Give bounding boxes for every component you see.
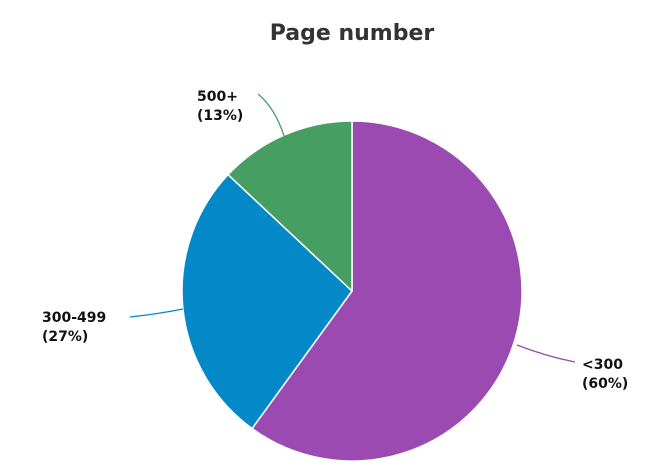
slice-labels: <300 (60%) 300-499 (27%) 500+ (13%) bbox=[42, 89, 628, 392]
pie-slice-1 bbox=[181, 173, 353, 430]
leader-line-2 bbox=[257, 93, 285, 137]
pie-slices bbox=[181, 120, 523, 462]
slice-label-percent: (13%) bbox=[197, 108, 243, 124]
slice-label-2: 500+ (13%) bbox=[197, 89, 243, 124]
chart-title: Page number bbox=[270, 21, 435, 46]
slice-label-percent: (27%) bbox=[42, 329, 88, 345]
slice-label-percent: (60%) bbox=[582, 376, 628, 392]
leader-lines bbox=[129, 93, 576, 363]
slice-label-1: 300-499 (27%) bbox=[42, 310, 106, 345]
pie-slice-0 bbox=[251, 120, 523, 462]
slice-label-0: <300 (60%) bbox=[582, 357, 628, 392]
leader-line-1 bbox=[129, 308, 184, 318]
slice-label-category: 500+ bbox=[197, 89, 238, 105]
leader-line-0 bbox=[516, 344, 576, 363]
slice-label-category: 300-499 bbox=[42, 310, 106, 326]
pie-slice-2 bbox=[227, 120, 353, 292]
slice-label-category: <300 bbox=[582, 357, 623, 373]
